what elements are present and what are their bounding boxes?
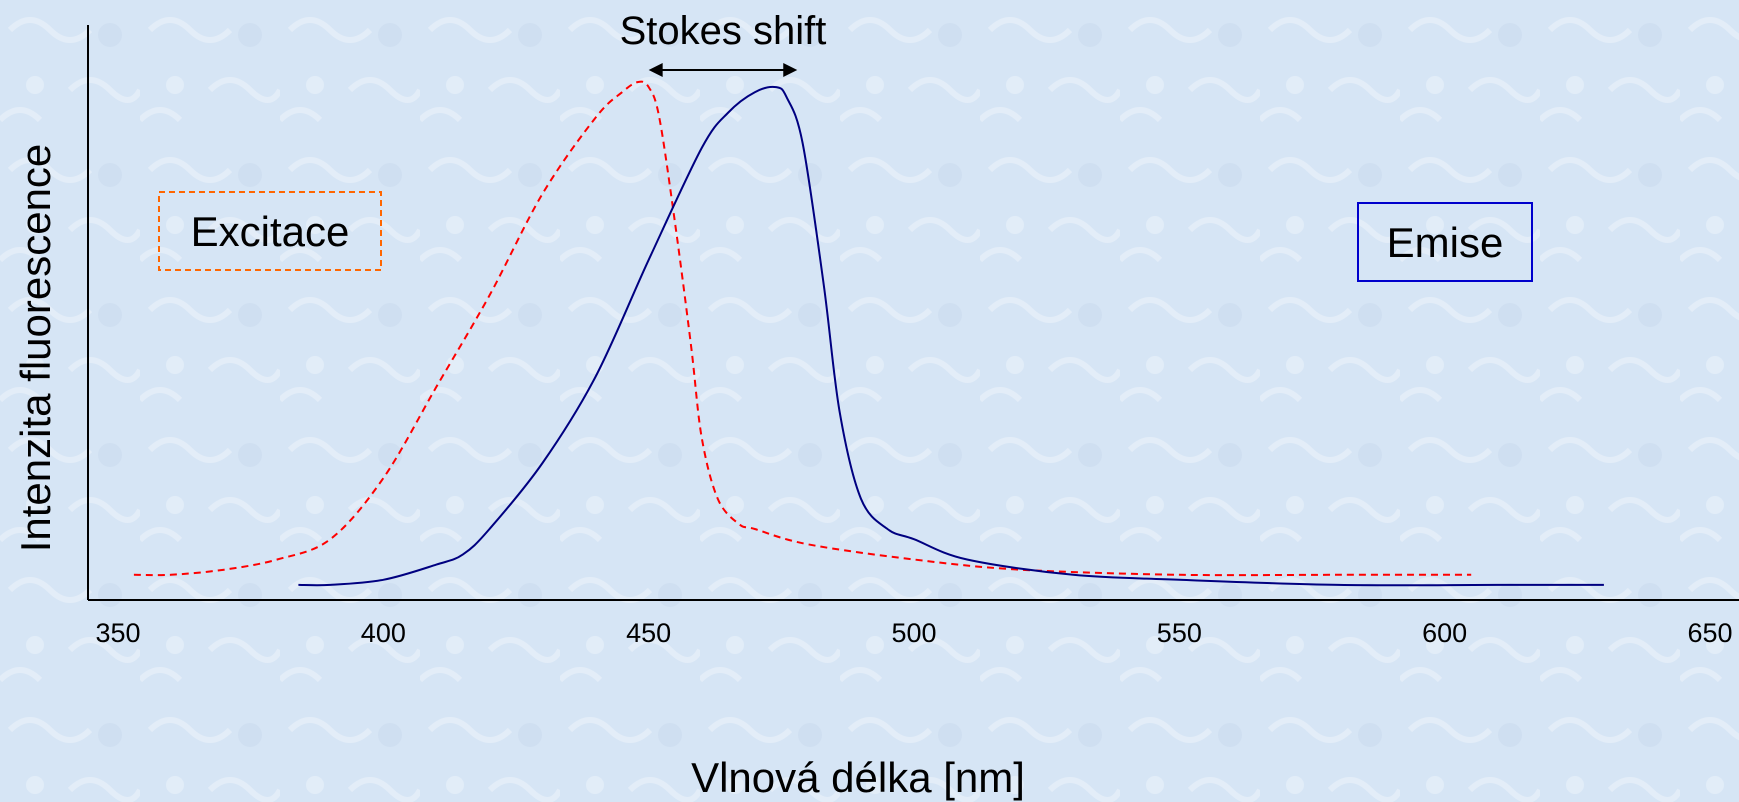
x-tick-label: 600 xyxy=(1422,618,1467,648)
stokes-arrowhead-right xyxy=(783,63,798,77)
excitation-series-line xyxy=(133,80,1472,577)
emission-box-border xyxy=(1357,202,1533,282)
stokes-arrowhead-left xyxy=(648,63,663,77)
stokes-shift-label: Stokes shift xyxy=(620,9,827,53)
excitation-box-border xyxy=(158,191,382,271)
y-axis-title: Intenzita fluorescence xyxy=(12,144,59,553)
excitation-label: Excitace xyxy=(191,208,350,255)
x-tick-label: 400 xyxy=(361,618,406,648)
excitation-label-box: Excitace xyxy=(158,191,382,271)
emission-series-line xyxy=(298,85,1604,587)
x-tick-label: 650 xyxy=(1687,618,1732,648)
x-tick-labels: 350 400 450 500 550 600 650 xyxy=(95,618,1732,648)
emission-label: Emise xyxy=(1387,219,1504,266)
emission-label-box: Emise xyxy=(1357,202,1533,282)
x-tick-label: 350 xyxy=(95,618,140,648)
x-tick-label: 550 xyxy=(1157,618,1202,648)
stokes-shift-annotation: Stokes shift xyxy=(620,9,827,77)
series-layer xyxy=(133,80,1604,587)
x-axis-title: Vlnová délka [nm] xyxy=(691,754,1025,801)
x-tick-label: 500 xyxy=(891,618,936,648)
x-tick-label: 450 xyxy=(626,618,671,648)
